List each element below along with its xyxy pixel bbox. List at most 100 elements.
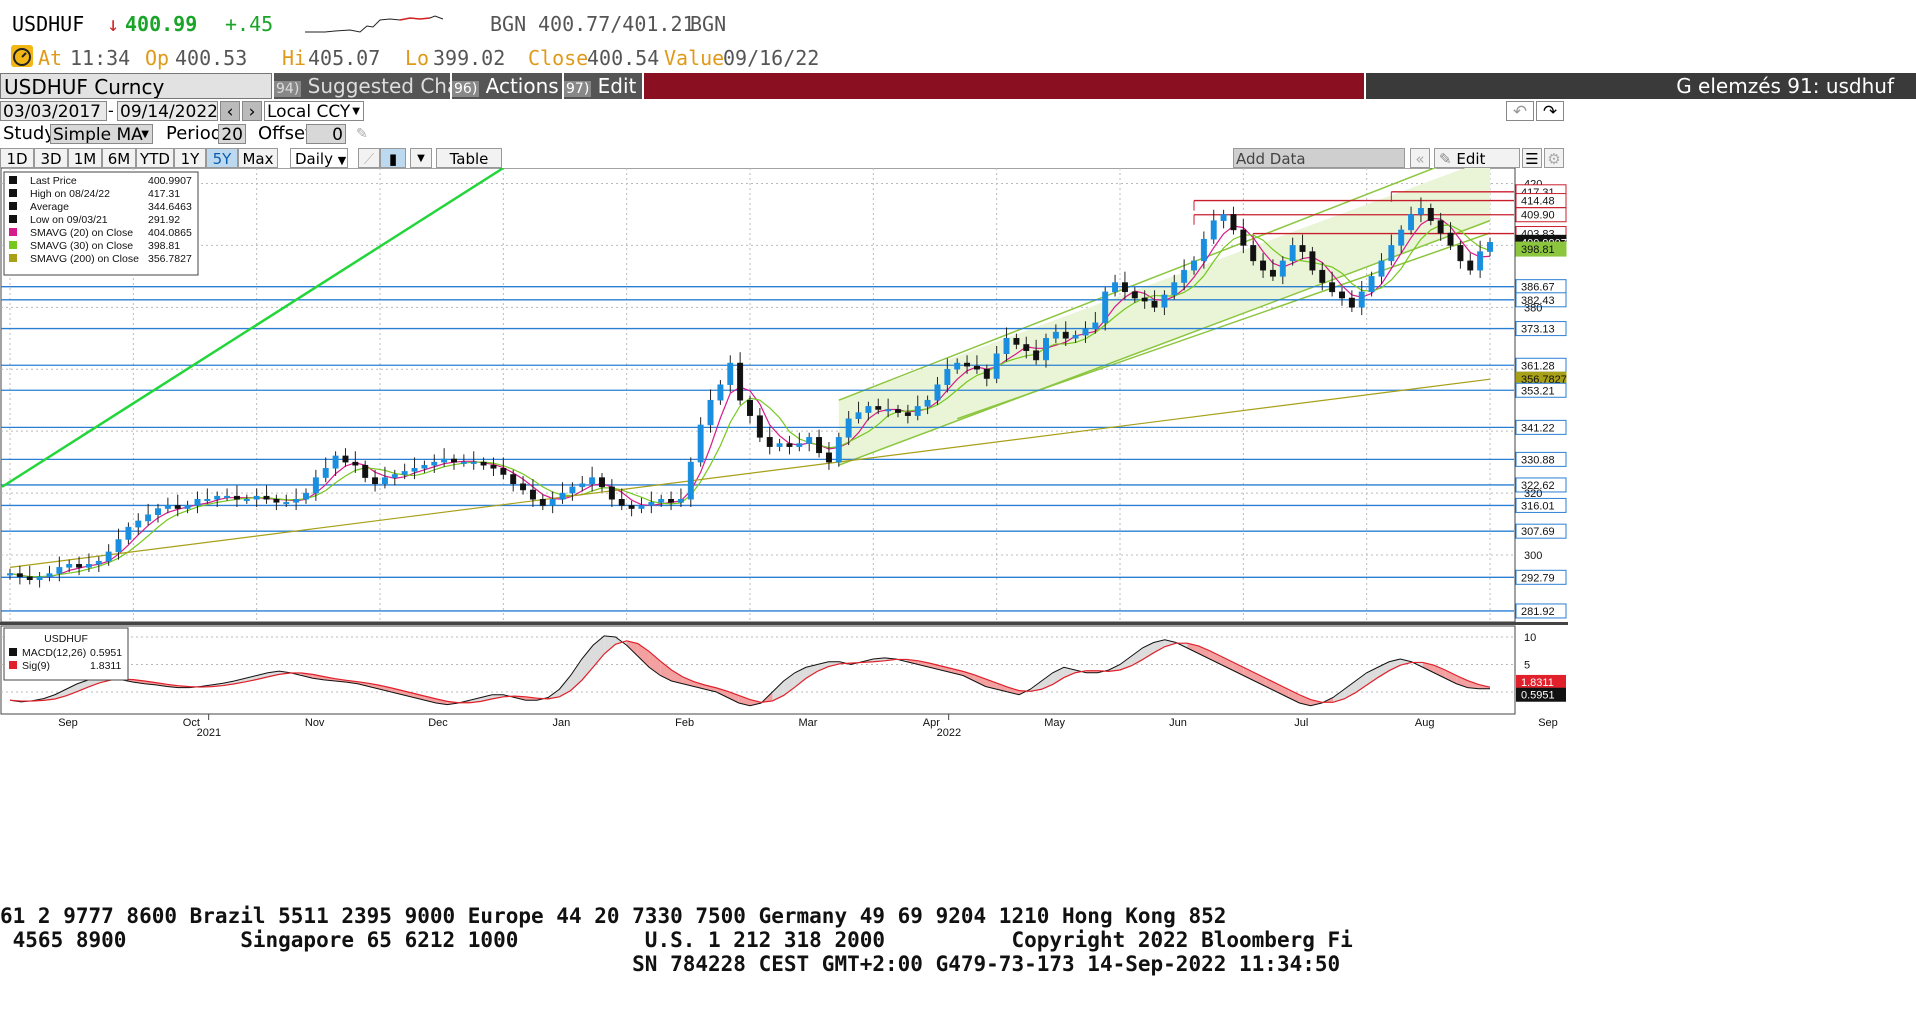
candle-body [1220, 214, 1227, 221]
right-axis-label: 320 [1524, 488, 1542, 500]
edit-chart-button[interactable]: ✎ Edit Chart [1434, 148, 1520, 188]
redo-button[interactable]: ↷ [1536, 101, 1564, 121]
candle-body [1388, 245, 1395, 262]
macd-fill [66, 683, 78, 696]
price-chart[interactable]: 420417.31414.48409.90403.83400.9907398.8… [0, 168, 1568, 736]
gear-button[interactable]: ⚙ [1544, 148, 1564, 168]
candle-body [983, 368, 990, 379]
macd-fill [245, 675, 257, 682]
price-legend: Last Price 400.9907 High on 08/24/22 417.31… [3, 171, 199, 276]
collapse-button[interactable]: « [1410, 148, 1430, 168]
macd-fill [1131, 648, 1143, 666]
candle-body [1427, 207, 1434, 221]
sig-end-text: 1.8311 [1521, 677, 1554, 689]
candle-body [1329, 282, 1336, 293]
candle-body [816, 437, 823, 454]
frequency-select[interactable]: Daily ▼ [290, 148, 348, 168]
study-select[interactable]: Simple MA ▼ [50, 124, 153, 144]
open-label: Op [145, 46, 170, 70]
legend-label: Low on 09/03/21 [30, 214, 108, 226]
right-axis-label: 409.90 [1515, 207, 1567, 223]
period-tab-1m[interactable]: 1M [68, 148, 102, 168]
prev-range-button[interactable]: ‹ [220, 101, 240, 121]
candle-body [1447, 232, 1454, 246]
period-tab-ytd[interactable]: YTD [136, 148, 174, 168]
period-tab-3d[interactable]: 3D [34, 148, 68, 168]
pencil-icon[interactable]: ✎ [356, 126, 368, 142]
start-calendar-icon[interactable]: ▣ [106, 106, 107, 120]
candle-body [1112, 282, 1119, 293]
macd-fill [806, 664, 818, 679]
suggested-charts-button[interactable]: 94) Suggested Charts [274, 73, 450, 99]
macd-fill [750, 699, 762, 706]
candle-body [687, 461, 694, 500]
candle-body [1023, 344, 1030, 351]
period-input[interactable]: 20 [218, 124, 246, 144]
end-date-field[interactable]: 09/14/2022 ▣ [117, 101, 218, 121]
ticker-symbol: USDHUF [12, 12, 85, 36]
edit-button[interactable]: 97) Edit ▼ [564, 73, 642, 99]
offset-input[interactable]: 0 [306, 124, 346, 144]
period-tab-6m[interactable]: 6M [102, 148, 136, 168]
candle-body [125, 526, 132, 540]
undo-button[interactable]: ↶ [1506, 101, 1534, 121]
candle-body [1141, 297, 1148, 302]
edit-number: 97) [564, 81, 592, 97]
security-field[interactable]: USDHUF Curncy [0, 73, 272, 99]
candle-body [105, 551, 112, 562]
next-range-button[interactable]: › [242, 101, 262, 121]
study-value: Simple MA [53, 125, 143, 144]
legend-value: 400.9907 [148, 175, 192, 187]
x-year-label: 2021 [197, 727, 221, 736]
actions-number: 96) [452, 81, 480, 97]
price-change: +.45 [225, 12, 274, 36]
candle-body [1013, 338, 1020, 345]
macd-fill [480, 694, 493, 702]
macd-legend-value: 1.8311 [90, 660, 121, 672]
right-axis-label: 307.69 [1515, 523, 1567, 539]
add-data-input[interactable]: Add Data [1233, 148, 1405, 168]
x-tick-label: Jul [1294, 717, 1308, 729]
candle-body [618, 499, 625, 506]
candle-body [1240, 229, 1247, 246]
period-tab-1d[interactable]: 1D [0, 148, 34, 168]
candle-body [776, 443, 783, 447]
sparkline-icon [305, 15, 444, 33]
candle-body [1092, 322, 1099, 330]
frequency-value: Daily [295, 150, 333, 168]
period-tab-5y[interactable]: 5Y [206, 148, 238, 168]
period-tab-max[interactable]: Max [238, 148, 278, 168]
label-text: 414.48 [1521, 196, 1555, 208]
line-chart-button[interactable]: ⟋ [358, 148, 380, 168]
chart-type-dropdown[interactable]: ▼ [410, 148, 432, 168]
chart-type-dropdown-icon: ▼ [417, 153, 425, 164]
table-button[interactable]: Table [436, 148, 502, 168]
candle-body [677, 499, 684, 503]
actions-button[interactable]: 96) Actions ▼ [452, 73, 562, 99]
redo-icon: ↷ [1542, 102, 1558, 121]
period-tab-1y[interactable]: 1Y [174, 148, 206, 168]
candle-body [293, 499, 300, 503]
legend-label: High on 08/24/22 [30, 188, 110, 200]
quote-time: 11:34 [70, 46, 131, 70]
close-value: 400.54 [587, 46, 660, 70]
chart-settings-button[interactable]: ☰ [1522, 148, 1542, 168]
right-axis-label: 316.01 [1515, 497, 1567, 513]
candle-body [796, 443, 803, 447]
quote-header: USDHUF ↓ 400.99 +.45 BGN 400.77/401.21 B… [0, 12, 1000, 38]
candle-body [174, 505, 181, 509]
candle-body [36, 576, 43, 581]
macd-fill [1344, 681, 1356, 699]
candle-body [638, 505, 645, 509]
ticker-line-1: 61 2 9777 8600 Brazil 5511 2395 9000 Eur… [0, 904, 1227, 928]
macd-fill [1265, 678, 1277, 692]
currency-select[interactable]: Local CCY ▼ [264, 101, 364, 121]
right-axis-label: 281.92 [1515, 603, 1567, 619]
macd-end-label: 0.5951 [1516, 687, 1566, 702]
candle-body [76, 564, 83, 568]
candle-body [391, 474, 398, 478]
ask-source: BGN [690, 12, 727, 36]
candle-chart-button[interactable]: ▮ [380, 148, 406, 168]
start-date-field[interactable]: 03/03/2017 ▣ [0, 101, 107, 121]
